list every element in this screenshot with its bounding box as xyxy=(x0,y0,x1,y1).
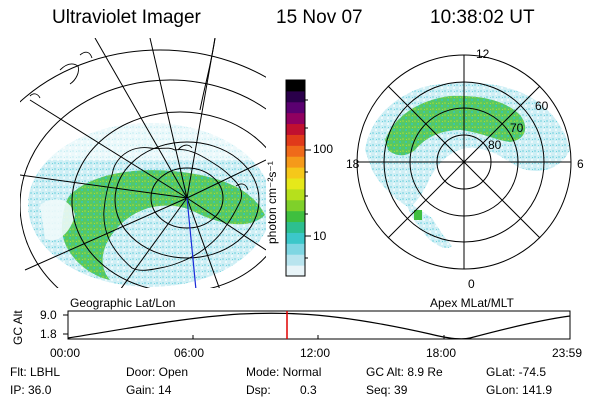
info-mode: Mode: Normal xyxy=(246,365,322,379)
colorbar-cell xyxy=(286,254,305,266)
info-dsp-value: 0.3 xyxy=(300,383,317,397)
colorbar-cell xyxy=(286,156,305,168)
altitude-ytick-top: 9.0 xyxy=(40,308,57,322)
colorbar-cell xyxy=(286,123,305,135)
colorbar-cell xyxy=(286,265,305,277)
lat-label-60: 60 xyxy=(535,99,549,113)
x-tick-0000: 00:00 xyxy=(50,346,81,360)
colorbar-cell xyxy=(286,178,305,190)
date-label: 15 Nov 07 xyxy=(276,7,363,28)
polar-label: Apex MLat/MLT xyxy=(430,296,514,310)
colorbar-cell xyxy=(286,167,305,179)
info-door: Door: Open xyxy=(126,365,189,379)
meridian-line xyxy=(186,197,197,288)
colorbar-cell xyxy=(286,232,305,244)
colorbar-cell xyxy=(286,112,305,125)
colorbar-tick-100: 100 xyxy=(313,142,334,156)
colorbar-cell xyxy=(286,80,305,92)
x-tick-1800: 18:00 xyxy=(426,346,457,360)
info-glat: GLat: -74.5 xyxy=(486,365,547,379)
colorbar-cell xyxy=(286,145,305,157)
polar-grid xyxy=(356,54,572,270)
colorbar-cell xyxy=(286,243,305,255)
colorbar-cell xyxy=(286,101,305,114)
colorbar-cell xyxy=(286,188,305,201)
info-seq: Seq: 39 xyxy=(366,383,408,397)
geographic-grid xyxy=(20,38,266,288)
mlt-label-18: 18 xyxy=(346,157,360,171)
altitude-ylabel: GC Alt xyxy=(11,310,25,345)
colorbar-unit-label: photon cm⁻²s⁻¹ xyxy=(265,161,279,244)
x-tick-0600: 06:00 xyxy=(174,346,205,360)
mlt-label-0: 0 xyxy=(468,277,475,291)
info-ip: IP: 36.0 xyxy=(10,383,52,397)
info-gc-alt: GC Alt: 8.9 Re xyxy=(366,365,443,379)
instrument-title: Ultraviolet Imager xyxy=(52,7,201,28)
colorbar-cell xyxy=(286,221,305,233)
info-gain: Gain: 14 xyxy=(126,383,172,397)
info-dsp-label: Dsp: xyxy=(246,383,271,397)
altitude-ytick-bottom: 1.8 xyxy=(40,327,57,341)
colorbar-cell xyxy=(286,134,305,146)
colorbar-cell xyxy=(286,199,305,212)
polar-panel xyxy=(356,54,572,270)
colorbar-cell xyxy=(286,90,305,103)
altitude-curve xyxy=(67,312,571,340)
mlt-label-12: 12 xyxy=(476,47,490,61)
mlt-label-6: 6 xyxy=(577,157,584,171)
info-flt: Flt: LBHL xyxy=(10,365,61,379)
coastline xyxy=(29,51,249,271)
time-label: 10:38:02 UT xyxy=(430,7,535,28)
left-aurora-image xyxy=(28,123,266,287)
x-tick-1200: 12:00 xyxy=(300,346,331,360)
altitude-plot xyxy=(63,310,571,340)
colorbar-cell xyxy=(286,210,305,223)
colorbar xyxy=(285,79,311,277)
geographic-label: Geographic Lat/Lon xyxy=(70,296,176,310)
x-tick-2359: 23:59 xyxy=(552,346,583,360)
lat-label-70: 70 xyxy=(510,121,524,135)
lat-label-80: 80 xyxy=(488,138,502,152)
colorbar-tick-10: 10 xyxy=(313,229,327,243)
info-glon: GLon: 141.9 xyxy=(486,383,553,397)
